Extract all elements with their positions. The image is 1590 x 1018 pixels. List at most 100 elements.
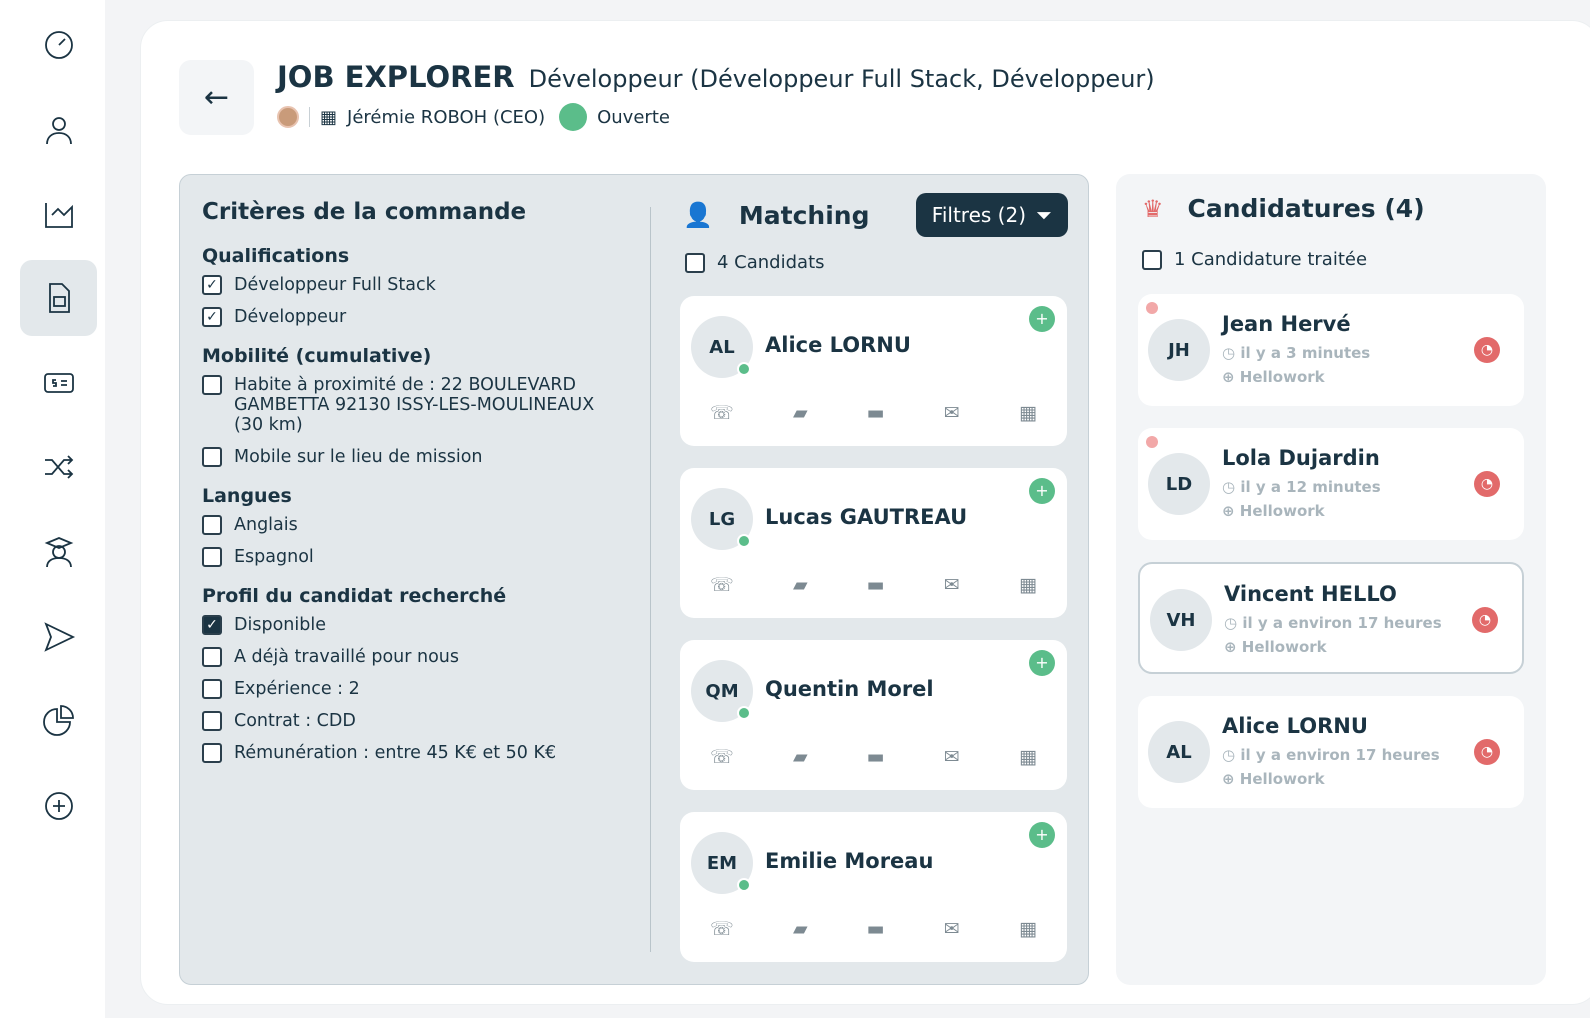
note-icon[interactable]: ▰ <box>792 746 808 768</box>
clock-icon: ◷ <box>1222 478 1241 496</box>
sidebar-item-add[interactable] <box>20 768 97 844</box>
criteria-checkbox-item[interactable]: Rémunération : entre 45 K€ et 50 K€ <box>202 743 622 763</box>
candidate-card[interactable]: AL Alice LORNU + ☏ ▰ ▬ ✉ ▦ <box>680 296 1067 446</box>
criteria-checkbox-item[interactable]: Expérience : 2 <box>202 679 622 699</box>
avatar: VH <box>1150 589 1212 651</box>
application-card[interactable]: LD Lola Dujardin ◷ il y a 12 minutes ⊕ H… <box>1138 428 1524 540</box>
add-user-icon[interactable]: + <box>1029 306 1055 332</box>
checkbox[interactable] <box>202 711 222 731</box>
checkbox[interactable] <box>202 447 222 467</box>
initials: EM <box>706 852 738 874</box>
checkbox[interactable] <box>685 252 705 273</box>
select-all-applications[interactable]: 1 Candidature traitée <box>1142 249 1367 270</box>
calendar-icon[interactable]: ▦ <box>1019 746 1037 768</box>
checkbox[interactable] <box>202 679 222 699</box>
criteria-checkbox-item[interactable]: A déjà travaillé pour nous <box>202 647 622 667</box>
initials: AL <box>1166 741 1192 763</box>
checkbox[interactable] <box>202 743 222 763</box>
phone-add-icon[interactable]: ☏ <box>710 574 734 596</box>
criteria-title: Critères de la commande <box>202 199 527 225</box>
criteria-checkbox-item[interactable]: ✓ Développeur <box>202 307 622 327</box>
criteria-checkbox-item[interactable]: ✓ Disponible <box>202 615 622 635</box>
calendar-icon[interactable]: ▦ <box>1019 918 1037 940</box>
checkbox[interactable] <box>202 515 222 535</box>
mail-icon[interactable]: ✉ <box>943 402 960 424</box>
applicant-name: Vincent HELLO <box>1224 582 1397 606</box>
application-card[interactable]: VH Vincent HELLO ◷ il y a environ 17 heu… <box>1138 562 1524 674</box>
sidebar-item-dashboard[interactable] <box>20 7 97 83</box>
contact-name[interactable]: Jérémie ROBOH (CEO) <box>347 106 546 128</box>
add-user-icon[interactable]: + <box>1029 478 1055 504</box>
application-time: ◷ il y a 3 minutes <box>1222 344 1370 362</box>
globe-icon: ⊕ <box>1222 770 1240 788</box>
sidebar-item-send[interactable] <box>20 599 97 675</box>
note-icon[interactable]: ▰ <box>792 574 808 596</box>
globe-icon: ⊕ <box>1224 638 1242 656</box>
phone-add-icon[interactable]: ☏ <box>710 746 734 768</box>
note-icon[interactable]: ▰ <box>792 402 808 424</box>
application-time: ◷ il y a 12 minutes <box>1222 478 1381 496</box>
filters-button[interactable]: Filtres (2) ⏷ <box>915 193 1068 237</box>
candidate-name[interactable]: Emilie Moreau <box>765 849 934 873</box>
sidebar-item-document[interactable] <box>20 260 97 336</box>
add-user-icon[interactable]: + <box>1029 822 1055 848</box>
sidebar-item-chart[interactable] <box>20 176 97 252</box>
criteria-checkbox-item[interactable]: Contrat : CDD <box>202 711 622 731</box>
criteria-checkbox-item[interactable]: Habite à proximité de : 22 BOULEVARD GAM… <box>202 375 622 435</box>
checkbox-label: Développeur <box>234 307 347 327</box>
checkbox[interactable] <box>1142 249 1162 270</box>
candidate-card[interactable]: QM Quentin Morel + ☏ ▰ ▬ ✉ ▦ <box>680 640 1067 790</box>
avatar: EM <box>691 832 753 894</box>
calendar-icon[interactable]: ▦ <box>1019 574 1037 596</box>
note-icon[interactable]: ▰ <box>792 918 808 940</box>
candidate-name[interactable]: Alice LORNU <box>765 333 911 357</box>
mail-icon[interactable]: ✉ <box>943 746 960 768</box>
checkbox[interactable]: ✓ <box>202 615 222 635</box>
add-icon <box>44 792 73 820</box>
criteria-checkbox-item[interactable]: Anglais <box>202 515 622 535</box>
select-all-candidates[interactable]: 4 Candidats <box>685 252 825 273</box>
message-icon[interactable]: ▬ <box>866 402 885 424</box>
checkbox[interactable] <box>202 375 222 395</box>
avatar[interactable] <box>277 106 299 128</box>
mail-icon[interactable]: ✉ <box>943 918 960 940</box>
graduate-icon <box>44 537 73 568</box>
user-icon <box>45 117 72 145</box>
candidate-name[interactable]: Lucas GAUTREAU <box>765 505 968 529</box>
checkbox[interactable]: ✓ <box>202 307 222 327</box>
checkbox[interactable] <box>202 547 222 567</box>
pending-clock-icon: ◔ <box>1474 471 1500 497</box>
matching-header: 👤 Matching Filtres (2) ⏷ <box>683 193 1068 237</box>
criteria-checkbox-item[interactable]: Espagnol <box>202 547 622 567</box>
candidate-card[interactable]: EM Emilie Moreau + ☏ ▰ ▬ ✉ ▦ <box>680 812 1067 962</box>
checkbox[interactable] <box>202 647 222 667</box>
criteria-checkbox-item[interactable]: ✓ Développeur Full Stack <box>202 275 622 295</box>
phone-add-icon[interactable]: ☏ <box>710 402 734 424</box>
criteria-checkbox-item[interactable]: Mobile sur le lieu de mission <box>202 447 622 467</box>
message-icon[interactable]: ▬ <box>866 918 885 940</box>
order-panel: Critères de la commande Qualifications ✓ D… <box>179 174 1089 985</box>
applicant-name: Alice LORNU <box>1222 714 1368 738</box>
message-icon[interactable]: ▬ <box>866 574 885 596</box>
add-user-icon[interactable]: + <box>1029 650 1055 676</box>
application-card[interactable]: AL Alice LORNU ◷ il y a environ 17 heure… <box>1138 696 1524 808</box>
sidebar-item-user[interactable] <box>20 92 97 168</box>
application-card[interactable]: JH Jean Hervé ◷ il y a 3 minutes ⊕ Hello… <box>1138 294 1524 406</box>
candidate-name[interactable]: Quentin Morel <box>765 677 934 701</box>
phone-add-icon[interactable]: ☏ <box>710 918 734 940</box>
source-text: Hellowork <box>1241 638 1327 656</box>
calendar-icon[interactable]: ▦ <box>1019 402 1037 424</box>
applications-title: Candidatures (4) <box>1187 194 1425 223</box>
source-text: Hellowork <box>1239 368 1325 386</box>
sidebar-item-money[interactable] <box>20 345 97 421</box>
mail-icon[interactable]: ✉ <box>943 574 960 596</box>
time-text: il y a 12 minutes <box>1240 478 1381 496</box>
sidebar-item-shuffle[interactable] <box>20 429 97 505</box>
candidate-card[interactable]: LG Lucas GAUTREAU + ☏ ▰ ▬ ✉ ▦ <box>680 468 1067 618</box>
message-icon[interactable]: ▬ <box>866 746 885 768</box>
checkbox[interactable]: ✓ <box>202 275 222 295</box>
sidebar-item-pie-chart[interactable] <box>20 683 97 759</box>
back-button[interactable]: ← <box>179 60 254 135</box>
pending-clock-icon: ◔ <box>1474 739 1500 765</box>
sidebar-item-graduate[interactable] <box>20 514 97 590</box>
